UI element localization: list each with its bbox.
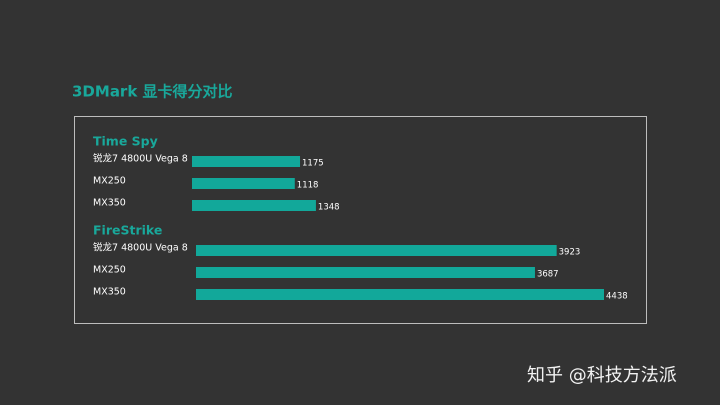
category-label: MX250 bbox=[93, 176, 126, 187]
bar bbox=[192, 178, 295, 189]
group-title: FireStrike bbox=[93, 223, 162, 238]
category-label: MX350 bbox=[93, 287, 126, 298]
category-label: 锐龙7 4800U Vega 8 bbox=[93, 153, 188, 165]
value-label: 3923 bbox=[559, 248, 581, 258]
bar bbox=[196, 289, 604, 300]
value-label: 1175 bbox=[302, 159, 324, 169]
category-label: 锐龙7 4800U Vega 8 bbox=[93, 242, 188, 254]
category-label: MX350 bbox=[93, 198, 126, 209]
group-title: Time Spy bbox=[93, 134, 158, 149]
category-label: MX250 bbox=[93, 265, 126, 276]
bar bbox=[192, 156, 301, 167]
watermark: 知乎 @科技方法派 bbox=[527, 365, 677, 386]
bar bbox=[192, 200, 316, 211]
value-label: 3687 bbox=[537, 270, 559, 280]
value-label: 4438 bbox=[606, 292, 628, 302]
value-label: 1348 bbox=[318, 203, 340, 213]
bar bbox=[196, 245, 557, 256]
page-title: 3DMark 显卡得分对比 bbox=[72, 83, 233, 101]
frame bbox=[74, 116, 647, 324]
value-label: 1118 bbox=[297, 181, 319, 191]
bar bbox=[196, 267, 535, 278]
